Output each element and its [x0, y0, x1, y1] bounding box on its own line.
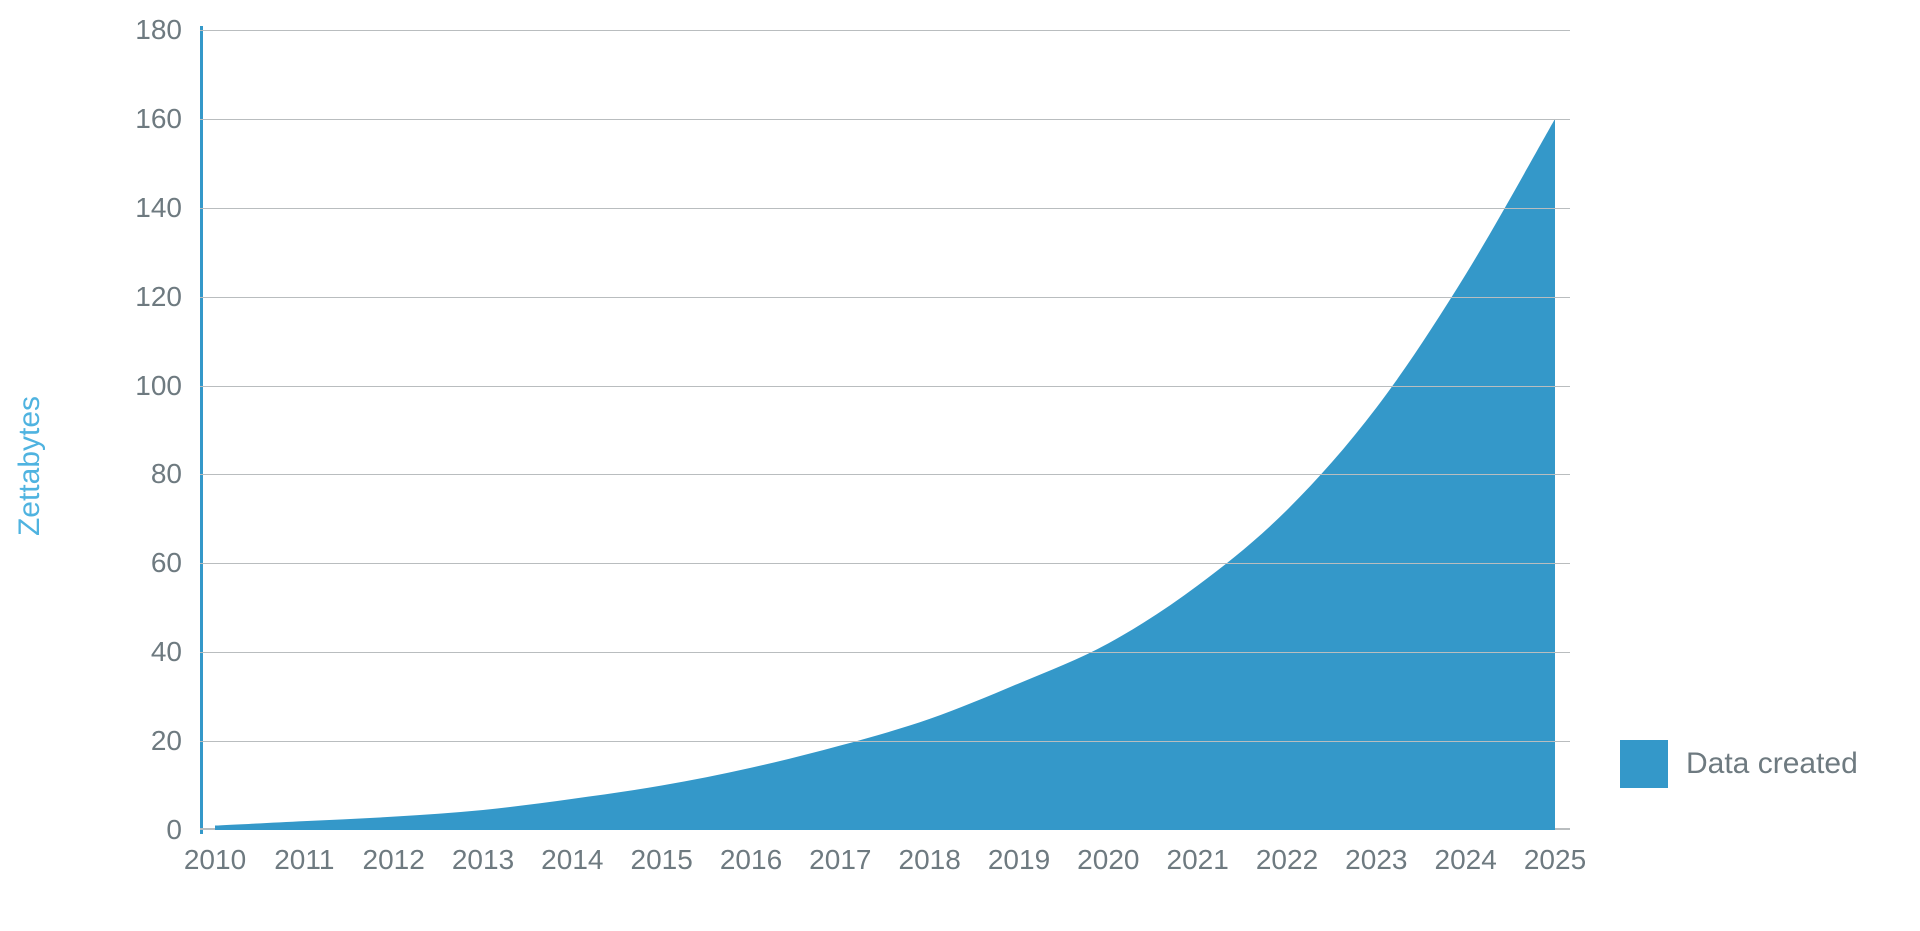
- ytick-label: 60: [151, 547, 200, 579]
- gridline: [200, 652, 1570, 653]
- gridline: [200, 563, 1570, 564]
- plot-area: 0204060801001201401601802010201120122013…: [200, 30, 1570, 830]
- xtick-label: 2025: [1524, 830, 1586, 876]
- ytick-label: 40: [151, 636, 200, 668]
- xtick-label: 2024: [1435, 830, 1497, 876]
- gridline: [200, 30, 1570, 31]
- gridline: [200, 474, 1570, 475]
- gridline: [200, 386, 1570, 387]
- ytick-label: 160: [135, 103, 200, 135]
- xtick-label: 2012: [363, 830, 425, 876]
- xtick-label: 2020: [1077, 830, 1139, 876]
- xtick-label: 2022: [1256, 830, 1318, 876]
- legend-label: Data created: [1686, 747, 1858, 781]
- xtick-label: 2016: [720, 830, 782, 876]
- area-fill: [200, 30, 1570, 830]
- xtick-label: 2018: [899, 830, 961, 876]
- gridline: [200, 119, 1570, 120]
- gridline: [200, 297, 1570, 298]
- xtick-label: 2021: [1167, 830, 1229, 876]
- xtick-label: 2014: [541, 830, 603, 876]
- gridline: [200, 741, 1570, 742]
- ytick-label: 20: [151, 725, 200, 757]
- xtick-label: 2011: [274, 830, 334, 876]
- ytick-label: 140: [135, 192, 200, 224]
- gridline: [200, 208, 1570, 209]
- ytick-label: 120: [135, 281, 200, 313]
- xtick-label: 2015: [631, 830, 693, 876]
- xtick-label: 2019: [988, 830, 1050, 876]
- legend: Data created: [1620, 740, 1858, 788]
- xtick-label: 2023: [1345, 830, 1407, 876]
- ytick-label: 180: [135, 14, 200, 46]
- legend-swatch: [1620, 740, 1668, 788]
- xtick-label: 2017: [809, 830, 871, 876]
- ytick-label: 100: [135, 370, 200, 402]
- ytick-label: 80: [151, 458, 200, 490]
- xtick-label: 2013: [452, 830, 514, 876]
- area-chart: Zettabytes 02040608010012014016018020102…: [0, 0, 1920, 931]
- xtick-label: 2010: [184, 830, 246, 876]
- yaxis-title: Zettabytes: [13, 395, 47, 535]
